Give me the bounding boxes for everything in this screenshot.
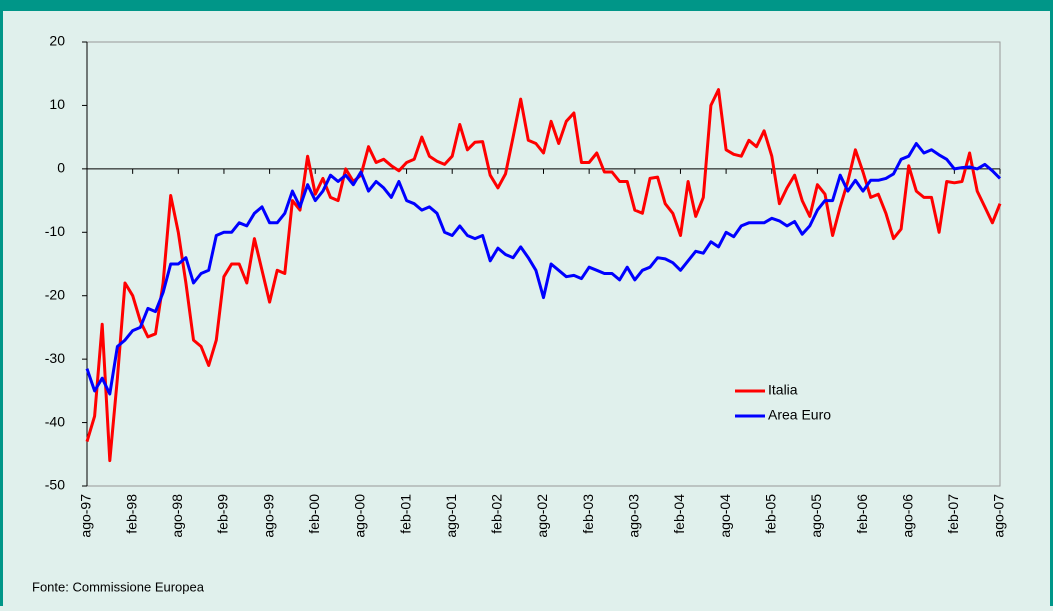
y-tick-label: -20: [45, 286, 65, 302]
y-tick-label: -30: [45, 350, 65, 366]
y-tick-label: -40: [45, 413, 65, 429]
y-tick-label: 0: [57, 160, 65, 176]
x-tick-label: ago-98: [169, 494, 185, 538]
plot-frame: [86, 41, 1001, 487]
x-tick-label: ago-99: [260, 494, 276, 538]
x-tick-label: ago-05: [808, 494, 824, 538]
x-tick-label: feb-07: [945, 494, 961, 534]
x-tick-label: ago-07: [991, 494, 1007, 538]
top-band: [0, 0, 1053, 11]
x-tick-label: ago-00: [352, 494, 368, 538]
x-tick-label: ago-03: [626, 494, 642, 538]
x-tick-label: feb-99: [215, 494, 231, 534]
x-tick-label: feb-01: [397, 494, 413, 534]
y-tick-label: -10: [45, 223, 65, 239]
x-tick-label: feb-00: [306, 494, 322, 534]
x-tick-label: feb-03: [580, 494, 596, 534]
y-tick-label: 20: [49, 33, 65, 49]
source-note: Fonte: Commissione Europea: [32, 579, 205, 594]
legend-label: Italia: [768, 382, 798, 398]
x-tick-label: ago-97: [78, 494, 94, 538]
series-line: [85, 88, 1002, 463]
x-tick-label: feb-05: [762, 494, 778, 534]
x-tick-label: ago-01: [443, 494, 459, 538]
x-tick-label: feb-02: [489, 494, 505, 534]
x-tick-label: feb-06: [854, 494, 870, 534]
series-line: [85, 142, 1002, 396]
x-tick-label: feb-04: [671, 494, 687, 534]
legend-label: Area Euro: [768, 407, 831, 423]
y-tick-label: 10: [49, 96, 65, 112]
x-tick-label: ago-06: [899, 494, 915, 538]
left-border: [0, 0, 3, 606]
right-border: [1050, 0, 1053, 606]
x-tick-label: feb-98: [123, 494, 139, 534]
x-tick-label: ago-04: [717, 494, 733, 538]
x-tick-label: ago-02: [534, 494, 550, 538]
y-tick-label: -50: [45, 477, 65, 493]
